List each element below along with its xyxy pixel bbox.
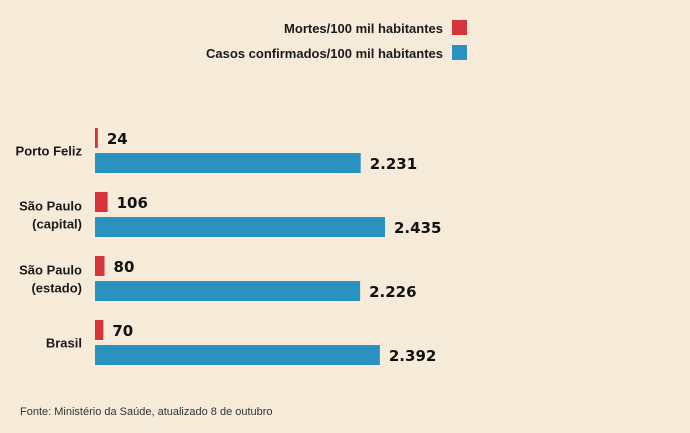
bar-cases: [95, 217, 385, 237]
bar-cases: [95, 153, 361, 173]
data-label: 70: [112, 322, 133, 340]
bar-deaths: [95, 192, 108, 212]
category-labels: Porto Feliz São Paulo (capital) São Paulo (e…: [16, 144, 83, 351]
category-label: (estado): [31, 281, 82, 296]
value-labels: 24 2.231 106 2.435 80 2.226 70 2.392: [107, 130, 442, 365]
category-label: (capital): [32, 217, 82, 232]
source-note: Fonte: Ministério da Saúde, atualizado 8…: [20, 406, 273, 418]
legend: Mortes/100 mil habitantes Casos confirmad…: [206, 20, 467, 61]
data-label: 106: [117, 194, 148, 212]
bar-cases: [95, 281, 361, 301]
data-label: 2.392: [389, 347, 436, 365]
legend-swatch: [452, 45, 467, 60]
category-label: São Paulo: [19, 263, 82, 278]
data-label: 2.231: [370, 155, 417, 173]
data-label: 2.226: [369, 283, 416, 301]
legend-label: Casos confirmados/100 mil habitantes: [206, 46, 443, 61]
category-label: Porto Feliz: [16, 144, 83, 159]
data-label: 80: [114, 258, 135, 276]
legend-swatch: [452, 20, 467, 35]
legend-label: Mortes/100 mil habitantes: [284, 21, 443, 36]
category-label: Brasil: [46, 336, 82, 351]
bar-deaths: [95, 320, 104, 340]
bar-deaths: [95, 128, 98, 148]
category-label: São Paulo: [19, 199, 82, 214]
bars: [95, 128, 385, 365]
data-label: 2.435: [394, 219, 441, 237]
bar-cases: [95, 345, 380, 365]
data-label: 24: [107, 130, 128, 148]
bar-deaths: [95, 256, 105, 276]
